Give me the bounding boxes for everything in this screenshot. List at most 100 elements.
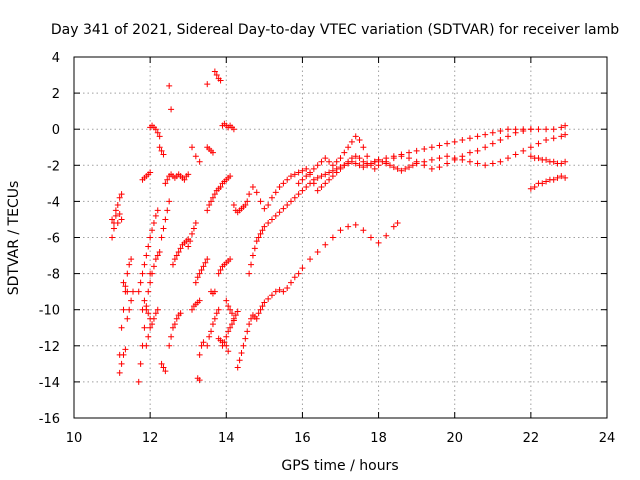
data-point — [288, 198, 295, 205]
data-point — [217, 266, 224, 273]
series-arc-u — [185, 220, 199, 250]
data-point — [390, 155, 397, 162]
data-point — [348, 138, 355, 145]
data-point — [386, 162, 393, 169]
data-point — [118, 216, 125, 223]
data-point — [307, 256, 314, 263]
data-point — [147, 324, 154, 331]
data-point — [112, 212, 119, 219]
data-point — [244, 328, 251, 335]
data-point — [360, 144, 367, 151]
data-point — [352, 153, 359, 160]
data-point — [112, 207, 119, 214]
x-tick-label: 14 — [218, 431, 235, 446]
data-point — [227, 324, 234, 331]
y-axis-ticks — [74, 56, 607, 419]
y-tick-label: 0 — [52, 123, 60, 138]
data-point — [436, 164, 443, 171]
series-arc-ae — [189, 144, 203, 165]
data-point — [215, 306, 222, 313]
data-point — [181, 176, 188, 183]
y-tick-label: 4 — [52, 51, 60, 66]
x-tick-label: 16 — [294, 431, 311, 446]
data-point — [204, 81, 211, 88]
data-point — [310, 165, 317, 172]
data-point — [253, 315, 260, 322]
data-point — [164, 207, 171, 214]
data-point — [329, 167, 336, 174]
data-point — [383, 232, 390, 239]
series-arc-x — [196, 339, 207, 358]
data-point — [246, 191, 253, 198]
data-point — [192, 279, 199, 286]
data-point — [280, 288, 287, 295]
data-point — [409, 162, 416, 169]
data-point — [246, 321, 253, 328]
y-tick-label: -12 — [39, 340, 60, 355]
data-point — [520, 128, 527, 135]
data-point — [291, 274, 298, 281]
data-point — [253, 238, 260, 245]
data-point — [126, 306, 133, 313]
data-point — [192, 153, 199, 160]
data-point — [398, 153, 405, 160]
data-point — [299, 176, 306, 183]
data-point — [527, 144, 534, 151]
data-point — [272, 212, 279, 219]
data-point — [189, 144, 196, 151]
data-point — [150, 263, 157, 270]
data-point — [152, 310, 159, 317]
data-point — [360, 158, 367, 165]
data-point — [152, 212, 159, 219]
data-point — [135, 378, 142, 385]
data-point — [505, 133, 512, 140]
data-point — [206, 202, 213, 209]
data-point — [314, 174, 321, 181]
data-point — [337, 227, 344, 234]
data-point — [543, 178, 550, 185]
data-point — [505, 126, 512, 133]
data-point — [280, 205, 287, 212]
data-point — [299, 167, 306, 174]
data-point — [158, 360, 165, 367]
series-arc-ad — [204, 144, 216, 156]
data-point — [539, 180, 546, 187]
data-point — [149, 321, 156, 328]
data-point — [209, 194, 216, 201]
data-point — [497, 158, 504, 165]
data-point — [459, 153, 466, 160]
data-point — [158, 147, 165, 154]
data-point — [295, 270, 302, 277]
series-arc-af — [208, 288, 218, 297]
data-point — [124, 315, 131, 322]
data-point — [364, 153, 371, 160]
data-point — [185, 243, 192, 250]
data-point — [276, 209, 283, 216]
data-point — [234, 308, 241, 315]
data-point — [126, 261, 133, 268]
data-point — [160, 151, 167, 158]
data-point — [272, 189, 279, 196]
data-point — [295, 191, 302, 198]
data-point — [489, 140, 496, 147]
data-point — [150, 315, 157, 322]
data-point — [562, 131, 569, 138]
data-point — [543, 156, 550, 163]
data-point — [166, 198, 173, 205]
data-point — [329, 162, 336, 169]
data-point — [240, 342, 247, 349]
data-point — [137, 360, 144, 367]
data-point — [268, 216, 275, 223]
data-point — [209, 149, 216, 156]
data-point — [295, 169, 302, 176]
data-point — [261, 223, 268, 230]
data-point — [413, 147, 420, 154]
data-point — [512, 151, 519, 158]
series-arc-q — [162, 171, 192, 187]
data-point — [451, 156, 458, 163]
x-axis-tick-labels: 10 12 14 16 18 20 22 24 — [66, 431, 616, 446]
data-point — [160, 364, 167, 371]
data-point — [230, 126, 237, 133]
data-point — [223, 297, 230, 304]
data-point — [223, 342, 230, 349]
